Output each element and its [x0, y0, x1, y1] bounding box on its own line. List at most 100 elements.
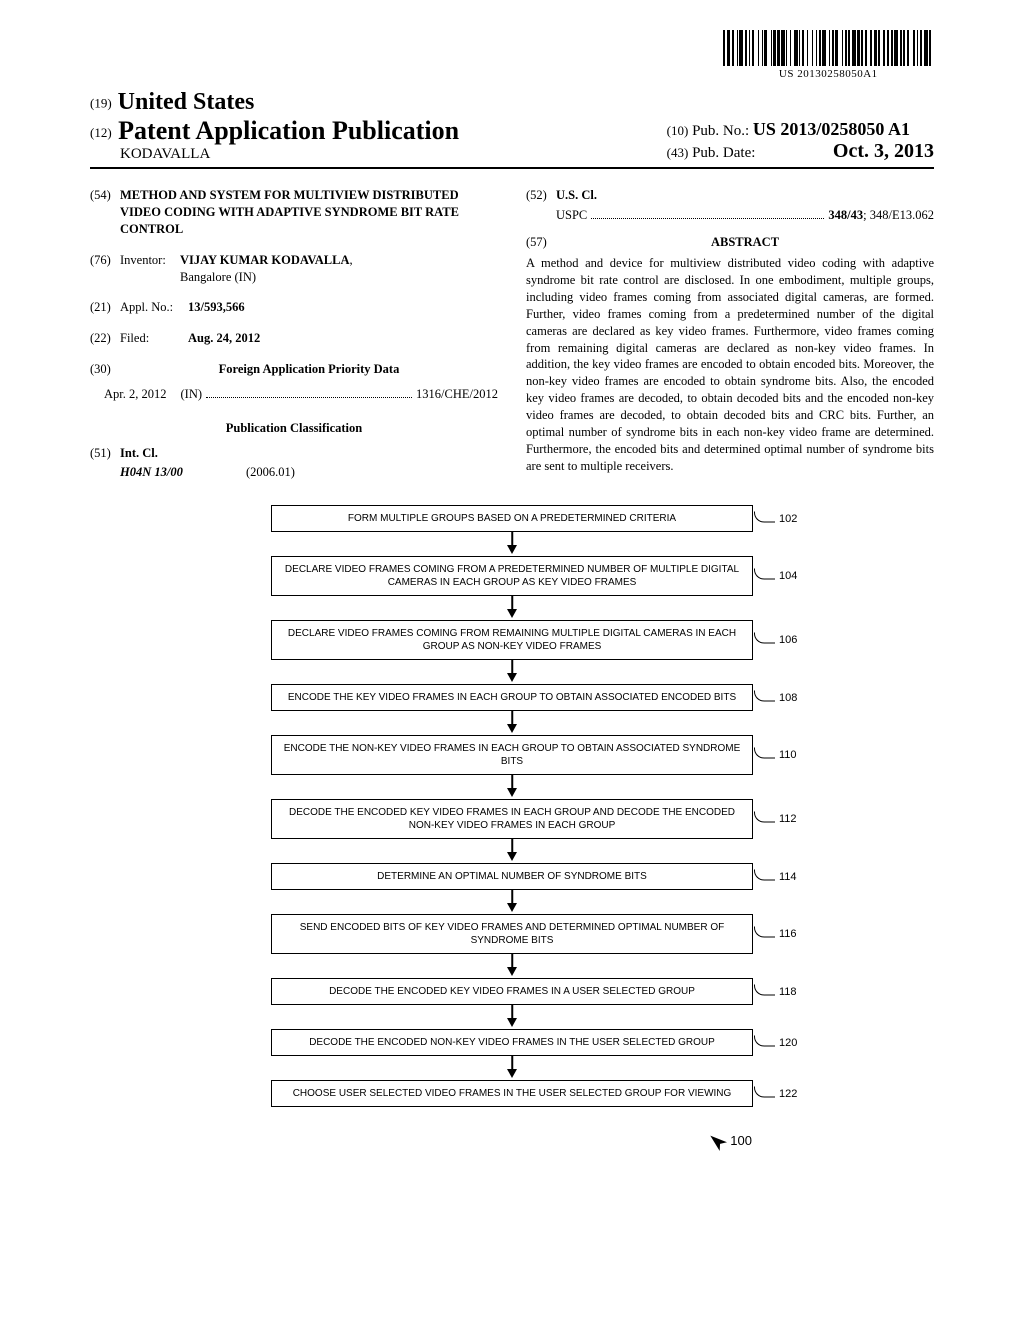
flowchart-step: SEND ENCODED BITS OF KEY VIDEO FRAMES AN…	[232, 914, 792, 954]
flowchart-step-label: 110	[754, 748, 797, 763]
biblio-columns: (54) METHOD AND SYSTEM FOR MULTIVIEW DIS…	[90, 187, 934, 481]
flowchart-step-label: 106	[754, 633, 797, 648]
flowchart-step: DECLARE VIDEO FRAMES COMING FROM A PREDE…	[232, 556, 792, 596]
intcl-value-row: H04N 13/00 (2006.01)	[120, 464, 498, 481]
abstract-code: (57)	[526, 234, 556, 255]
title-field: (54) METHOD AND SYSTEM FOR MULTIVIEW DIS…	[90, 187, 498, 238]
filed-code: (22)	[90, 330, 120, 347]
header-author: KODAVALLA	[120, 146, 459, 163]
flowchart-step-label: 112	[754, 812, 797, 827]
pubno-label: Pub. No.:	[692, 123, 749, 139]
applno-label: Appl. No.:	[120, 299, 188, 316]
foreign-num: 1316/CHE/2012	[416, 386, 498, 403]
dot-leader-2	[591, 206, 824, 220]
flowchart-step-label: 104	[754, 569, 797, 584]
flowchart-step-label: 114	[754, 869, 797, 884]
country: United States	[118, 89, 255, 115]
filed-label: Filed:	[120, 330, 188, 347]
abstract-section: (57) ABSTRACT A method and device for mu…	[526, 234, 934, 474]
barcode-region: US 20130258050A1	[90, 30, 934, 81]
uscl-code: (52)	[526, 187, 556, 204]
flowchart-box: DECODE THE ENCODED KEY VIDEO FRAMES IN A…	[271, 978, 753, 1005]
foreign-code: (30)	[90, 361, 120, 378]
intcl-label: Int. Cl.	[120, 445, 498, 462]
flowchart-box: SEND ENCODED BITS OF KEY VIDEO FRAMES AN…	[271, 914, 753, 954]
flowchart-step: DECODE THE ENCODED KEY VIDEO FRAMES IN E…	[232, 799, 792, 839]
flowchart-step: DECODE THE ENCODED KEY VIDEO FRAMES IN A…	[232, 978, 792, 1005]
flowchart-step-label: 122	[754, 1086, 797, 1101]
uscl-rest: ; 348/E13.062	[863, 207, 934, 224]
flowchart-box: DECODE THE ENCODED NON-KEY VIDEO FRAMES …	[271, 1029, 753, 1056]
flowchart-step-label: 102	[754, 511, 797, 526]
flowchart-step: DETERMINE AN OPTIMAL NUMBER OF SYNDROME …	[232, 863, 792, 890]
filed-field: (22) Filed: Aug. 24, 2012	[90, 330, 498, 347]
dot-leader	[206, 384, 412, 398]
filed-date: Aug. 24, 2012	[188, 330, 498, 347]
pubdate-code: (43)	[667, 145, 689, 160]
publication-header: (19) United States (12) Patent Applicati…	[90, 89, 934, 169]
pubdate-label: Pub. Date:	[692, 145, 755, 161]
pubclass-heading: Publication Classification	[90, 420, 498, 437]
right-column: (52) U.S. Cl. USPC 348/43; 348/E13.062 (…	[526, 187, 934, 481]
flowchart-step: CHOOSE USER SELECTED VIDEO FRAMES IN THE…	[232, 1080, 792, 1107]
flowchart-step-label: 118	[754, 984, 797, 999]
title-code: (54)	[90, 187, 120, 238]
flowchart-box: ENCODE THE KEY VIDEO FRAMES IN EACH GROU…	[271, 684, 753, 711]
flowchart-box: FORM MULTIPLE GROUPS BASED ON A PREDETER…	[271, 505, 753, 532]
intcl-field: (51) Int. Cl.	[90, 445, 498, 462]
applno: 13/593,566	[188, 299, 498, 316]
uscl-value-row: USPC 348/43; 348/E13.062	[556, 206, 934, 224]
pubno: US 2013/0258050 A1	[753, 119, 910, 139]
flowchart-figure: FORM MULTIPLE GROUPS BASED ON A PREDETER…	[232, 505, 792, 1152]
doc-type-code: (12)	[90, 125, 112, 140]
applno-field: (21) Appl. No.: 13/593,566	[90, 299, 498, 316]
intcl-value: H04N 13/00	[120, 465, 183, 479]
header-right: (10) Pub. No.: US 2013/0258050 A1 (43) P…	[667, 119, 934, 163]
inventor-code: (76)	[90, 252, 120, 286]
flowchart-step: FORM MULTIPLE GROUPS BASED ON A PREDETER…	[232, 505, 792, 532]
flowchart-box: DECLARE VIDEO FRAMES COMING FROM REMAINI…	[271, 620, 753, 660]
inventor-name: VIJAY KUMAR KODAVALLA	[180, 253, 349, 267]
intcl-year: (2006.01)	[246, 465, 295, 479]
flowchart-step: ENCODE THE NON-KEY VIDEO FRAMES IN EACH …	[232, 735, 792, 775]
intcl-code: (51)	[90, 445, 120, 462]
foreign-priority-line: Apr. 2, 2012 (IN) 1316/CHE/2012	[104, 384, 498, 402]
flowchart-step-label: 108	[754, 690, 797, 705]
flowchart-box: DECODE THE ENCODED KEY VIDEO FRAMES IN E…	[271, 799, 753, 839]
flowchart-step-label: 116	[754, 927, 797, 942]
foreign-heading: Foreign Application Priority Data	[120, 361, 498, 378]
flowchart-step-label: 120	[754, 1035, 797, 1050]
flowchart-figure-label: ➤ 100	[232, 1131, 752, 1152]
barcode-text: US 20130258050A1	[723, 68, 934, 80]
flowchart-step: DECLARE VIDEO FRAMES COMING FROM REMAINI…	[232, 620, 792, 660]
header-left: (19) United States (12) Patent Applicati…	[90, 89, 459, 163]
abstract-text: A method and device for multiview distri…	[526, 255, 934, 474]
flowchart-step: DECODE THE ENCODED NON-KEY VIDEO FRAMES …	[232, 1029, 792, 1056]
foreign-heading-row: (30) Foreign Application Priority Data	[90, 361, 498, 378]
pubdate: Oct. 3, 2013	[833, 140, 934, 162]
inventor-label: Inventor:	[120, 252, 180, 286]
flowchart-box: DECLARE VIDEO FRAMES COMING FROM A PREDE…	[271, 556, 753, 596]
foreign-date: Apr. 2, 2012	[104, 386, 167, 403]
uscl-field: (52) U.S. Cl.	[526, 187, 934, 204]
patent-page: US 20130258050A1 (19) United States (12)…	[0, 0, 1024, 1192]
barcode-lines	[723, 30, 934, 66]
abstract-heading: ABSTRACT	[556, 234, 934, 251]
uscl-main: 348/43	[828, 207, 863, 224]
left-column: (54) METHOD AND SYSTEM FOR MULTIVIEW DIS…	[90, 187, 498, 481]
flowchart-step: ENCODE THE KEY VIDEO FRAMES IN EACH GROU…	[232, 684, 792, 711]
flowchart-box: DETERMINE AN OPTIMAL NUMBER OF SYNDROME …	[271, 863, 753, 890]
doc-type: Patent Application Publication	[118, 116, 459, 145]
country-code: (19)	[90, 95, 112, 110]
inventor-loc: Bangalore (IN)	[180, 270, 256, 284]
barcode: US 20130258050A1	[723, 30, 934, 80]
pubno-code: (10)	[667, 123, 689, 138]
inventor-value: VIJAY KUMAR KODAVALLA, Bangalore (IN)	[180, 252, 498, 286]
flowchart-box: ENCODE THE NON-KEY VIDEO FRAMES IN EACH …	[271, 735, 753, 775]
invention-title: METHOD AND SYSTEM FOR MULTIVIEW DISTRIBU…	[120, 187, 498, 238]
inventor-field: (76) Inventor: VIJAY KUMAR KODAVALLA, Ba…	[90, 252, 498, 286]
flowchart-box: CHOOSE USER SELECTED VIDEO FRAMES IN THE…	[271, 1080, 753, 1107]
applno-code: (21)	[90, 299, 120, 316]
uscl-label: U.S. Cl.	[556, 187, 934, 204]
foreign-country: (IN)	[181, 386, 203, 403]
